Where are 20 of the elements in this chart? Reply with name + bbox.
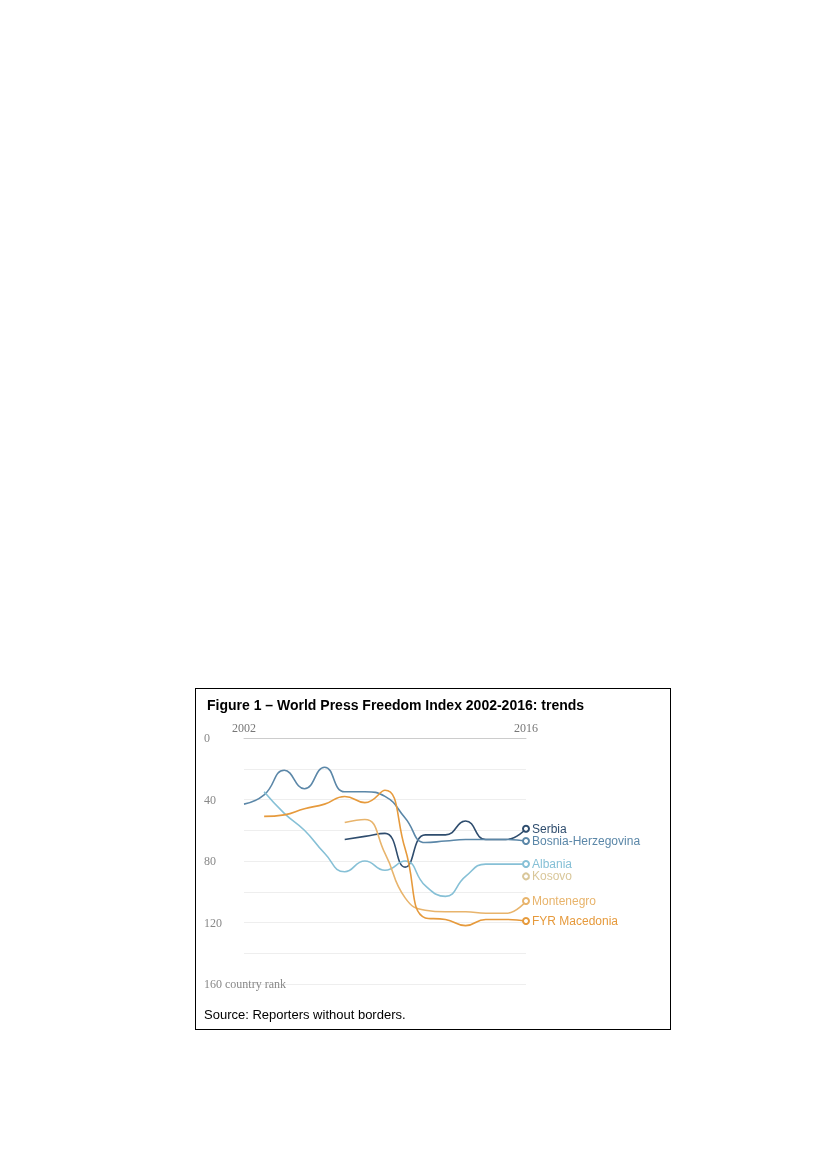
series-label: Bosnia-Herzegovina (532, 834, 641, 849)
point (522, 837, 530, 846)
source-note: Source: Reporters without borders. (204, 1007, 406, 1022)
point (522, 896, 530, 905)
point (522, 824, 530, 833)
point (522, 916, 530, 925)
point (522, 860, 530, 869)
series-label: Kosovo (532, 869, 573, 884)
x-tick-label: 2016 (514, 721, 538, 735)
series-label: Serbia (532, 821, 568, 836)
x-tick-label: 2002 (232, 721, 256, 735)
series-label: Albania (532, 857, 573, 872)
y-tick-label: 120 (204, 915, 222, 930)
series-label: FYR Macedonia (532, 913, 619, 928)
y-tick-label: 80 (204, 854, 216, 868)
series-label: Montenegro (532, 893, 597, 908)
y-tick-label: 40 (204, 792, 216, 807)
y-tick-label: 0 (204, 731, 210, 745)
chart-title: Figure 1 – World Press Freedom Index 2002-2016: trends (207, 697, 585, 713)
y-tick-label: 160 country rank (204, 977, 286, 991)
